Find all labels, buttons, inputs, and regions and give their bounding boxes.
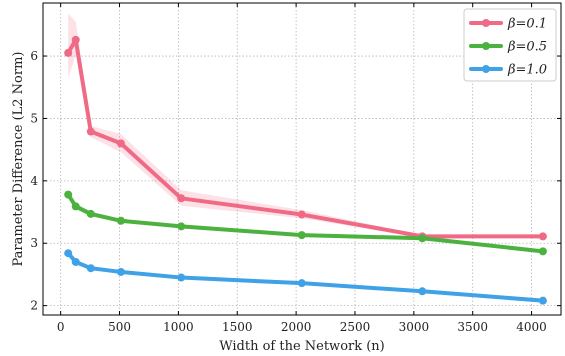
legend: β=0.1 β=0.5 β=1.0 [463,8,557,82]
data-point [177,194,186,203]
x-tick-label: 3500 [457,320,488,334]
data-point [418,234,427,243]
data-point [297,231,306,240]
data-point [86,264,95,273]
x-tick-label: 2500 [340,320,371,334]
data-point [64,48,73,57]
legend-box [463,8,557,82]
x-tick-label: 1000 [163,320,194,334]
plot-frame [42,2,562,316]
data-point [538,247,547,256]
series-line [66,37,545,239]
y-tick-label: 5 [30,111,38,125]
x-tick-label: 0 [57,320,65,334]
data-point [177,222,186,231]
data-point [418,287,427,296]
legend-label: β=1.0 [507,63,547,78]
x-tick-label: 4000 [516,320,547,334]
legend-label: β=0.1 [507,17,547,32]
axis-ticks: 0 500 1000 1500 2000 2500 3000 3500 4000 2 3 4 5 6 [30,3,561,334]
data-point [116,216,125,225]
data-point [64,190,73,199]
series-line [66,251,545,303]
y-tick-label: 2 [30,299,38,313]
y-axis-label: Parameter Difference (L2 Norm) [11,52,26,267]
data-point [538,296,547,305]
x-axis-label: Width of the Network (n) [219,339,385,354]
series-lines [64,35,547,305]
legend-label: β=0.5 [507,40,547,55]
data-point [71,35,80,44]
legend-marker [482,42,490,50]
data-point [177,273,186,282]
y-tick-label: 4 [30,174,38,188]
x-tick-label: 2000 [281,320,312,334]
data-point [297,279,306,288]
data-point [116,267,125,276]
legend-marker [482,65,490,73]
x-tick-label: 1500 [222,320,253,334]
series-line [66,192,545,254]
data-point [86,209,95,218]
data-point [116,139,125,148]
y-tick-label: 6 [30,49,38,63]
data-point [71,202,80,211]
data-point [297,210,306,219]
data-point [538,232,547,241]
x-tick-label: 3000 [399,320,430,334]
data-point [86,127,95,136]
x-tick-label: 500 [108,320,131,334]
y-tick-label: 3 [30,236,38,250]
legend-marker [482,19,490,27]
data-point [64,249,73,258]
data-point [71,257,80,266]
